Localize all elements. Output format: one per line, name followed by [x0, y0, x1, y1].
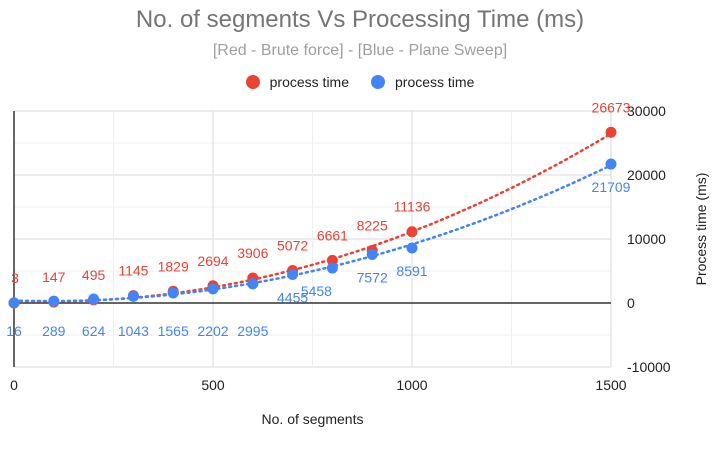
data-label: 8225: [357, 217, 388, 233]
y-tick-label: 10000: [627, 231, 666, 247]
data-label: 3: [11, 270, 19, 286]
x-tick-label: 500: [201, 377, 225, 393]
data-label: 1043: [118, 323, 149, 339]
x-axis-title: No. of segments: [262, 411, 364, 427]
data-point: [326, 254, 338, 266]
data-point: [8, 297, 20, 309]
legend-marker-red: [245, 75, 260, 89]
data-point: [48, 295, 60, 307]
x-tick-label: 1500: [595, 377, 626, 393]
data-label: 16: [6, 323, 22, 339]
data-label: 6661: [317, 227, 348, 243]
data-label: 147: [42, 269, 66, 285]
data-label: 2694: [197, 253, 228, 269]
data-label: 1145: [118, 263, 148, 279]
data-point: [605, 126, 617, 138]
y-axis-title: Process time (ms): [693, 173, 709, 286]
chart-subtitle: [Red - Brute force] - [Blue - Plane Swee…: [212, 42, 508, 59]
data-point: [326, 262, 338, 274]
legend-marker-blue: [371, 75, 385, 89]
data-label: 7572: [357, 270, 388, 286]
data-label: 5458: [301, 283, 332, 299]
y-tick-label: 20000: [627, 167, 666, 183]
data-label: 8591: [396, 263, 427, 279]
data-label: 2202: [197, 323, 228, 339]
legend-item-brute-force[interactable]: process time: [245, 74, 349, 90]
y-tick-label: 30000: [627, 103, 666, 119]
trendline-series-1: [12, 132, 613, 303]
x-tick-label: 0: [10, 377, 18, 393]
y-tick-label: -10000: [627, 359, 671, 375]
chart-title: No. of segments Vs Processing Time (ms): [135, 6, 585, 33]
data-label: 1565: [158, 323, 189, 339]
data-label: 289: [42, 323, 66, 339]
data-label: 21709: [592, 179, 631, 195]
x-tick-label: 1000: [396, 377, 427, 393]
data-point: [88, 293, 100, 305]
legend-item-plane-sweep[interactable]: process time: [371, 74, 474, 90]
data-point: [167, 287, 179, 299]
data-label: 11136: [394, 199, 431, 215]
data-label: 624: [82, 323, 106, 339]
data-point: [605, 158, 617, 170]
data-point: [406, 242, 418, 254]
chart-legend[interactable]: process time process time: [0, 74, 720, 90]
data-point: [287, 268, 299, 280]
legend-label: process time: [395, 74, 475, 90]
data-label: 2995: [237, 323, 268, 339]
data-label: 4455: [277, 289, 308, 305]
data-label: 495: [82, 267, 106, 283]
data-point: [127, 290, 139, 302]
data-label: 1829: [158, 258, 189, 274]
y-tick-label: 0: [627, 295, 635, 311]
data-point: [366, 249, 378, 261]
data-point: [406, 226, 418, 238]
legend-label: process time: [269, 74, 349, 90]
trendline-series-2: [12, 164, 613, 303]
data-point: [247, 278, 259, 290]
data-point: [207, 283, 219, 295]
data-label: 5072: [277, 238, 308, 254]
data-label: 26673: [592, 99, 631, 115]
data-label: 3906: [237, 245, 268, 261]
